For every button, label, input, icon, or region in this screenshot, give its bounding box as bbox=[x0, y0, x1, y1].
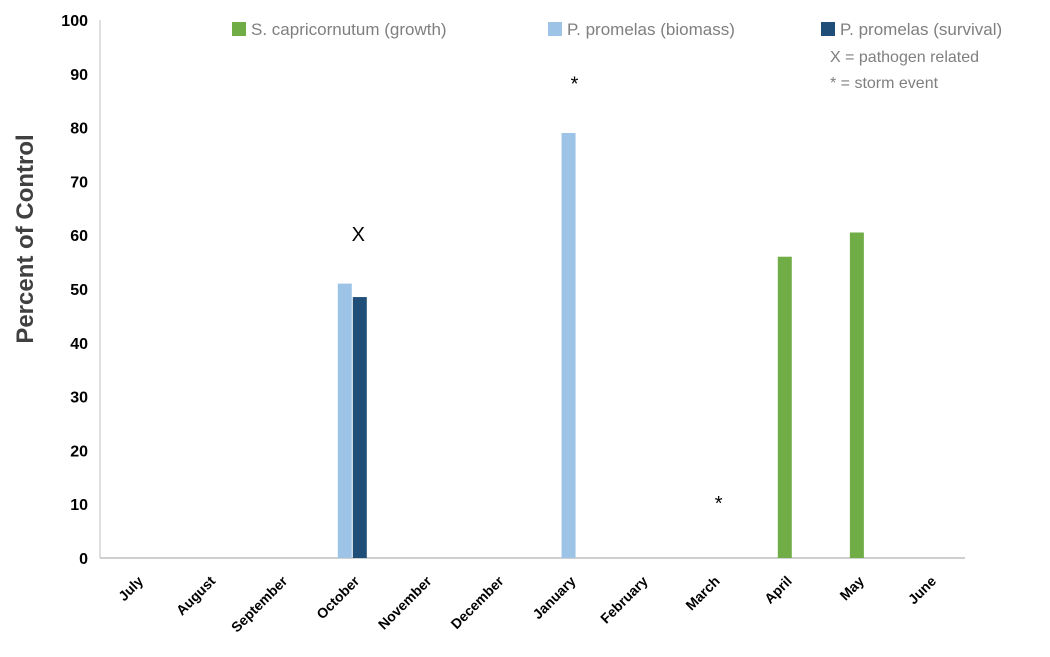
y-tick-label: 80 bbox=[70, 121, 88, 138]
legend-note: X = pathogen related bbox=[830, 49, 979, 66]
legend-note: * = storm event bbox=[830, 75, 939, 92]
legend-swatch bbox=[821, 22, 835, 36]
bar bbox=[849, 232, 864, 558]
y-tick-label: 10 bbox=[70, 497, 88, 514]
x-tick-label: April bbox=[761, 573, 795, 607]
x-tick-label: September bbox=[228, 572, 291, 635]
bar bbox=[561, 132, 576, 559]
annotation-label: * bbox=[715, 493, 723, 515]
legend-label: P. promelas (biomass) bbox=[567, 20, 735, 39]
x-tick-label: July bbox=[115, 573, 146, 604]
x-tick-label: March bbox=[682, 573, 722, 613]
x-tick-label: February bbox=[597, 573, 651, 627]
y-axis-title: Percent of Control bbox=[12, 134, 39, 343]
x-tick-label: May bbox=[836, 573, 867, 604]
y-tick-label: 30 bbox=[70, 390, 88, 407]
x-tick-label: October bbox=[313, 572, 363, 622]
y-tick-label: 90 bbox=[70, 67, 88, 84]
x-tick-label: January bbox=[529, 573, 578, 622]
x-tick-label: August bbox=[173, 573, 219, 619]
x-axis: July August September October November Decemb… bbox=[100, 557, 965, 635]
y-tick-label: 100 bbox=[61, 13, 88, 30]
x-tick-label: December bbox=[447, 572, 507, 632]
y-tick-label: 20 bbox=[70, 443, 88, 460]
x-tick-label: November bbox=[375, 572, 435, 632]
y-tick-label: 60 bbox=[70, 228, 88, 245]
bar bbox=[777, 256, 792, 558]
legend-label: P. promelas (survival) bbox=[840, 20, 1002, 39]
bar bbox=[337, 283, 352, 558]
legend-swatch bbox=[548, 22, 562, 36]
bars bbox=[337, 132, 864, 559]
y-tick-label: 40 bbox=[70, 336, 88, 353]
annotation-label: * bbox=[571, 74, 579, 96]
legend-label: S. capricornutum (growth) bbox=[251, 20, 447, 39]
y-tick-label: 70 bbox=[70, 174, 88, 191]
bar bbox=[352, 297, 367, 558]
annotations: X * * bbox=[352, 74, 723, 516]
y-tick-label: 50 bbox=[70, 282, 88, 299]
y-axis: 0 10 20 30 40 50 60 70 80 90 100 bbox=[61, 13, 101, 568]
annotation-label: X bbox=[352, 224, 365, 246]
x-tick-label: June bbox=[905, 573, 940, 608]
legend: S. capricornutum (growth) P. promelas (bi… bbox=[232, 20, 1002, 92]
legend-swatch bbox=[232, 22, 246, 36]
y-tick-label: 0 bbox=[79, 551, 88, 568]
